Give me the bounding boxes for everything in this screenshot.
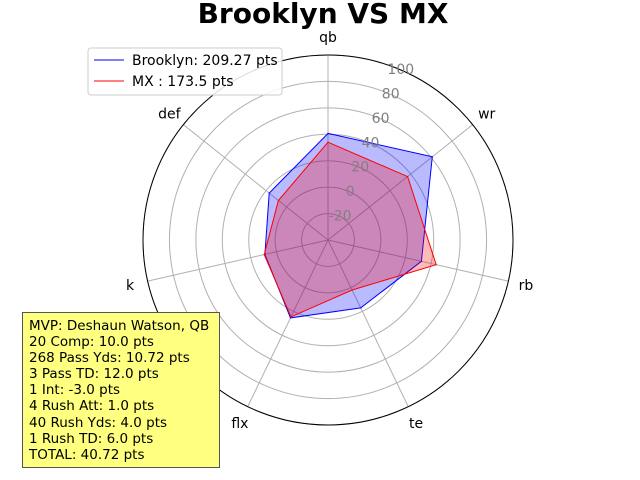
series-2-point bbox=[407, 176, 409, 178]
legend-frame bbox=[87, 47, 283, 96]
category-label-te: te bbox=[409, 416, 423, 432]
mvp-stats-box: MVP: Deshaun Watson, QB 20 Comp: 10.0 pts… bbox=[22, 312, 220, 468]
category-label-rb: rb bbox=[519, 278, 534, 294]
category-label-flx: flx bbox=[231, 416, 248, 432]
series-1-point bbox=[420, 260, 422, 262]
series-2-point bbox=[351, 289, 353, 291]
radial-tick-label: 100 bbox=[387, 62, 414, 78]
radial-tick-label: 80 bbox=[382, 87, 400, 103]
grid-spoke bbox=[327, 239, 409, 407]
series-1-point bbox=[268, 192, 270, 194]
mvp-stat-line: 40 Rush Yds: 4.0 pts bbox=[29, 414, 168, 431]
mvp-stat-line: 4 Rush Att: 1.0 pts bbox=[29, 398, 155, 415]
mvp-stat-line: 20 Comp: 10.0 pts bbox=[29, 334, 154, 351]
grid-spoke bbox=[327, 124, 473, 241]
category-label-def: def bbox=[158, 106, 182, 122]
series-2-point bbox=[263, 254, 265, 256]
series-area-1 bbox=[264, 132, 433, 319]
chart-title: Brooklyn VS MX bbox=[198, 0, 449, 30]
radial-tick-label: 0 bbox=[346, 184, 355, 200]
legend-label-2: MX : 173.5 pts bbox=[132, 74, 234, 90]
series-1-point bbox=[327, 132, 329, 134]
grid-spoke bbox=[183, 124, 329, 241]
radial-tick-label: 60 bbox=[372, 111, 390, 127]
mvp-stat-line: 1 Int: -3.0 pts bbox=[29, 382, 121, 399]
mvp-stat-line: 1 Rush TD: 6.0 pts bbox=[29, 430, 154, 447]
polar-frame bbox=[142, 54, 514, 426]
grid-spoke bbox=[147, 239, 329, 282]
series-1-point bbox=[289, 317, 292, 319]
mvp-stat-line: MVP: Deshaun Watson, QB bbox=[29, 318, 210, 334]
mvp-stat-line: TOTAL: 40.72 pts bbox=[29, 446, 145, 463]
legend-label-1: Brooklyn: 209.27 pts bbox=[132, 53, 278, 69]
radial-tick-label: 20 bbox=[351, 160, 369, 176]
series-1-point bbox=[431, 156, 433, 158]
radial-tick-label: 40 bbox=[362, 135, 380, 151]
grid-spoke bbox=[247, 239, 329, 407]
category-label-qb: qb bbox=[319, 30, 337, 46]
series-2-point bbox=[435, 264, 437, 266]
series-2-point bbox=[277, 199, 279, 202]
legend: Brooklyn: 209.27 pts MX : 173.5 pts bbox=[87, 47, 283, 96]
category-label-wr: wr bbox=[478, 106, 495, 122]
series-2-point bbox=[290, 316, 292, 318]
grid-spoke bbox=[327, 239, 509, 282]
radial-tick-label: -20 bbox=[329, 209, 352, 225]
series-2-point bbox=[327, 141, 329, 143]
mvp-stat-line: 3 Pass TD: 12.0 pts bbox=[29, 366, 159, 383]
series-1-point bbox=[360, 307, 362, 309]
category-label-k: k bbox=[126, 278, 135, 294]
series-area-2 bbox=[263, 141, 437, 318]
mvp-stat-line: 268 Pass Yds: 10.72 pts bbox=[29, 350, 190, 367]
